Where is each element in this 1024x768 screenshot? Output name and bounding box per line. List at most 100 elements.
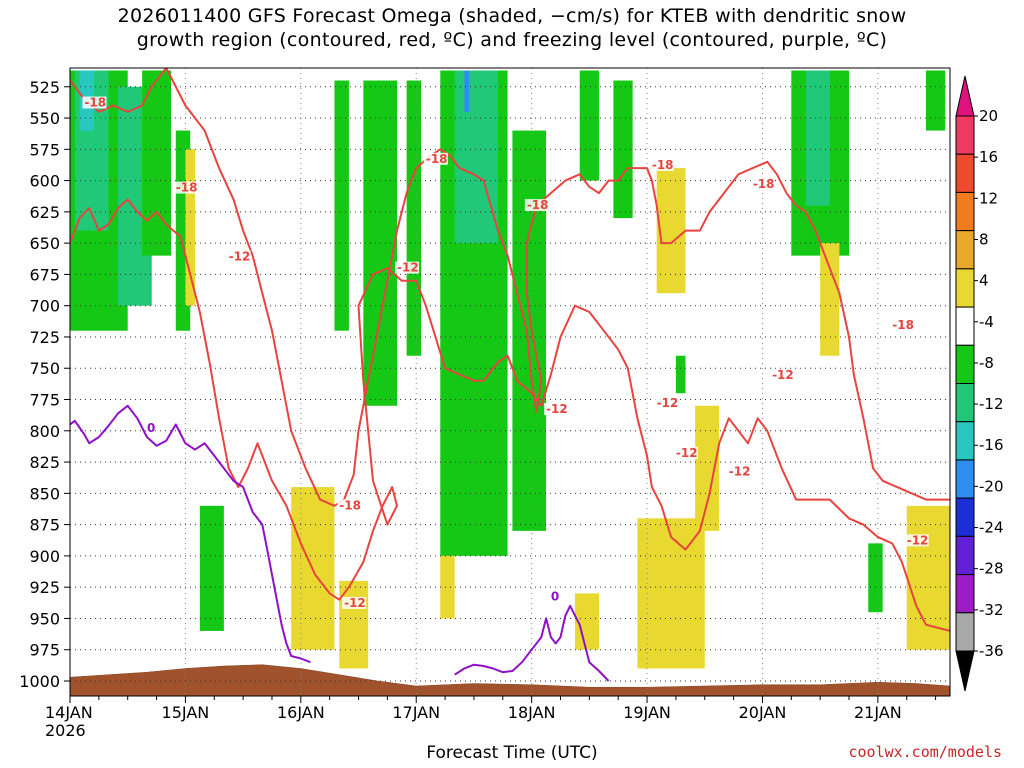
dgz-label-bg [673,446,698,459]
colorbar-box [955,344,975,384]
y-tick-label: 750 [29,359,60,378]
y-tick-label: 950 [29,609,60,628]
colorbar-label: -32 [979,601,1004,619]
freezing-level-contours [70,404,610,682]
omega-region-ascent-18jan-a [579,70,599,181]
dgz-contours [70,68,950,632]
dgz-contour-label: -12 [344,596,366,610]
freezing-contour-label: 0 [147,421,155,435]
y-tick-label: 625 [29,203,60,222]
dgz-contour-label: -18 [892,318,914,332]
y-tick-label: 725 [29,328,60,347]
colorbar-label: 12 [979,189,998,207]
omega-region-descent-20jan [820,243,840,356]
x-tick-label: 20JAN [739,703,787,722]
colorbar-bottom-arrow [955,650,975,692]
omega-region-ascent-17jan-b [454,70,498,244]
colorbar-box [955,421,975,461]
dgz-label-bg [750,177,775,190]
omega-region-descent-19jan-a [637,518,705,669]
dgz-label-bg [524,199,549,212]
dgz-contour-label: -12 [676,446,698,460]
x-tick-label: 16JAN [277,703,325,722]
colorbar-box [955,153,975,193]
colorbar-label: -12 [979,395,1004,413]
contour-labels: -18 -18 -18 -18 -18 -18 -18 -18 -12 -12 -12 -12 -12 -… [82,96,929,610]
colorbar-label: 8 [979,230,989,248]
x-tick-label: 15JAN [162,703,210,722]
colorbar-box [955,306,975,346]
colorbar-top-arrow [955,75,975,117]
zero-contour-east [454,604,610,682]
dgz-contour-label: -18 [426,152,448,166]
x-tick-year: 2026 [45,721,86,740]
plot-frame [69,67,951,697]
y-tick-label: 925 [29,578,60,597]
omega-region-ascent-21jan-top [925,70,946,131]
x-tick-label: 21JAN [854,703,902,722]
colorbar-label: -28 [979,560,1004,578]
y-tick-label: 900 [29,547,60,566]
dgz-label-bg [544,403,569,416]
chart-title-line2: growth region (contoured, red, ºC) and f… [136,29,888,51]
y-tick-label: 850 [29,484,60,503]
omega-region-descent-16jan-b [339,580,369,669]
omega-region-descent-19jan-c [695,405,720,531]
colorbar-box [955,230,975,270]
freezing-contour-label: 0 [551,590,559,604]
dgz-label-bg [890,319,915,332]
colorbar-label: -16 [979,436,1004,454]
minus18-contour [70,68,950,507]
colorbar-box [955,115,975,155]
y-tick-label: 675 [29,265,60,284]
colorbar-label: -36 [979,642,1004,660]
dgz-contour-label: -18 [527,198,549,212]
colorbar-box [955,497,975,537]
y-tick-label: 825 [29,453,60,472]
dgz-label-bg [226,250,251,263]
colorbar-label: -20 [979,477,1004,495]
dgz-label-bg [423,152,448,165]
colorbar-box [955,574,975,614]
grid-lines [70,68,950,696]
dgz-label-bg [649,159,674,172]
y-tick-label: 700 [29,297,60,316]
colorbar-label: -8 [979,354,994,372]
y-tick-label: 600 [29,172,60,191]
omega-region-ascent-17jan-d [512,130,547,531]
y-tick-label: 650 [29,234,60,253]
colorbar-box [955,191,975,232]
dgz-contour-label: -12 [397,261,419,275]
credit-link[interactable]: coolwx.com/models [848,743,1002,761]
dgz-contour-label: -12 [657,396,679,410]
dgz-label-bg [726,465,751,478]
x-tick-label: 14JAN [45,703,93,722]
colorbar-box [955,268,975,308]
dgz-contour-label: -12 [907,533,929,547]
x-tick-label: 17JAN [392,703,440,722]
omega-region-ascent-16jan-a [334,80,349,331]
y-axis: 525 550 575 600 625 650 675 700 725 750 775 800 825 8… [19,78,70,691]
surface-terrain [70,664,950,696]
omega-region-descent-17jan [440,555,455,619]
colorbar-box [955,383,975,423]
omega-region-ascent-15jan-c [199,505,224,631]
dgz-label-bg [337,499,362,512]
colorbar-label: 20 [979,107,998,125]
dgz-label-bg [394,261,419,274]
omega-region-ascent-21jan [868,543,883,613]
colorbar-label: -24 [979,519,1004,537]
chart-title: 2026011400 GFS Forecast Omega (shaded, −… [0,4,1024,52]
zero-contour-west [70,404,311,664]
omega-region-ascent-16jan-c [406,80,422,356]
omega-region-ascent-19jan [675,355,686,394]
y-tick-label: 775 [29,391,60,410]
dgz-contour-label: -12 [729,465,751,479]
surface-terrain-fill [70,664,950,696]
y-tick-label: 975 [29,641,60,660]
dgz-contour-label: -12 [229,249,251,263]
dgz-label-bg [342,596,367,609]
dgz-contour-label: -18 [753,177,775,191]
